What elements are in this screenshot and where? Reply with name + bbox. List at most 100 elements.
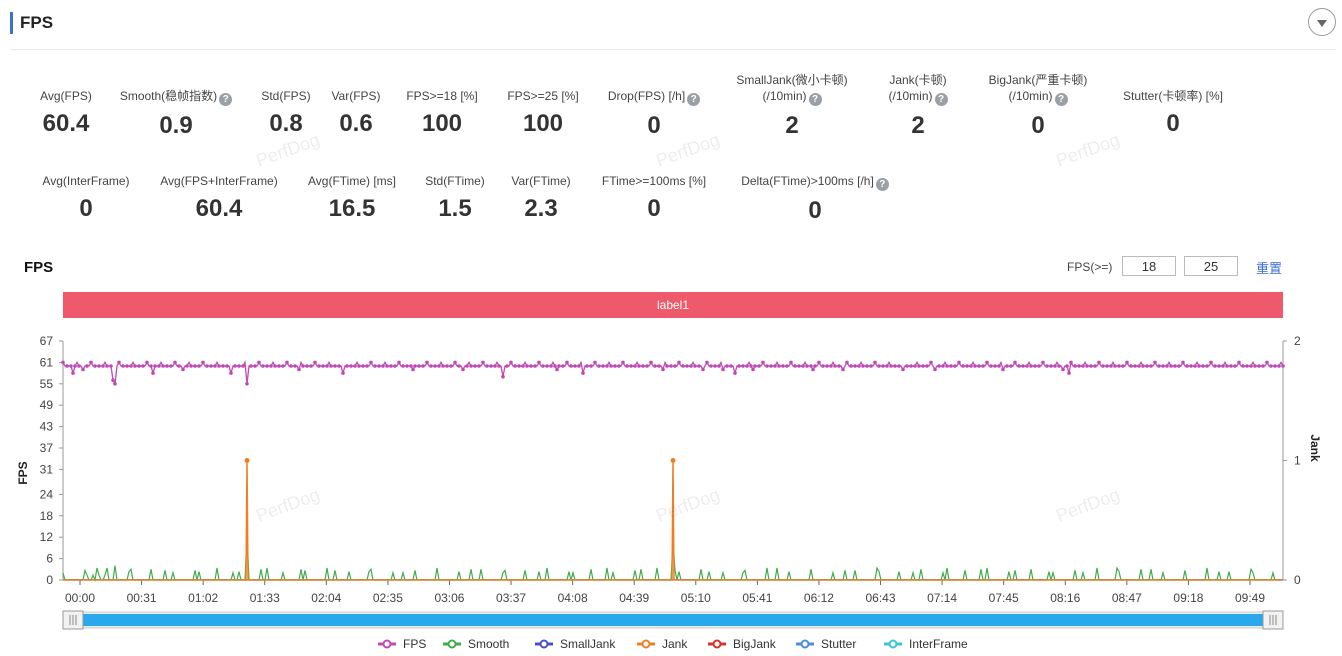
help-icon[interactable]: ? (219, 93, 233, 106)
metric-metrics_row2-1: Avg(FPS+InterFrame) 60.4 (144, 173, 294, 223)
metric-value: 0 (1031, 112, 1045, 139)
metric-label-text: Smooth(稳帧指数) (119, 89, 218, 103)
metric-metrics_row1-0: Avg(FPS) 60.4 (0, 88, 141, 138)
metric-value: 0.9 (159, 112, 193, 139)
legend-item-interframe[interactable]: InterFrame (884, 637, 968, 651)
metric-metrics_row2-3: Std(FTime) 1.5 (380, 173, 530, 223)
help-icon[interactable]: ? (687, 93, 701, 106)
x-tick-label: 01:33 (250, 591, 280, 605)
y-tick-label: 67 (40, 334, 54, 348)
series-fps-line (62, 360, 1284, 386)
metric-label: Stutter(卡顿率) [%] (1122, 89, 1223, 103)
jank-point (244, 458, 250, 463)
legend-label: BigJank (733, 637, 777, 651)
legend-label: FPS (403, 637, 426, 651)
metric-value: 100 (421, 110, 463, 137)
y-axis-label: FPS (16, 461, 30, 484)
metric-label: BigJank(严重卡顿) (988, 73, 1088, 87)
y-tick-label: 12 (40, 530, 54, 544)
metric-label: Delta(FTime)>100ms [/h]? (740, 173, 890, 191)
metric-label: Smooth(稳帧指数)? (101, 88, 251, 106)
label-bar[interactable]: label1 (63, 292, 1283, 318)
metric-label: Drop(FPS) [/h]? (579, 88, 729, 106)
metric-value: 0 (808, 197, 822, 224)
fps-threshold-label: FPS(>=) (1067, 260, 1113, 274)
metric-metrics_row2-2: Avg(FTime) [ms] 16.5 (277, 173, 427, 223)
y-tick-label: 49 (40, 398, 54, 412)
fps-threshold-high-input[interactable] (1184, 256, 1238, 276)
metric-metrics_row2-0: Avg(InterFrame) 0 (11, 173, 161, 223)
metric-label: Avg(FPS) (40, 89, 92, 103)
legend-label: Jank (662, 637, 688, 651)
legend-item-smooth[interactable]: Smooth (443, 637, 509, 651)
help-icon[interactable]: ? (808, 93, 822, 106)
x-tick-label: 03:37 (496, 591, 526, 605)
y-tick-label: 31 (40, 462, 54, 476)
series-jank-line (63, 460, 1283, 581)
y-tick-label: 18 (40, 509, 54, 523)
metric-value: 0.6 (339, 110, 373, 137)
reset-button[interactable]: 重置 (1256, 261, 1283, 276)
metric-unit-text: (/10min) (888, 89, 933, 103)
legend-marker (382, 639, 392, 649)
metric-label: Std(FPS) (261, 89, 311, 103)
y2-tick-label: 0 (1294, 573, 1301, 587)
metric-metrics_row2-6: Delta(FTime)>100ms [/h]? 0 (740, 173, 890, 225)
metric-metrics_row1-4: FPS>=18 [%] 100 (367, 88, 517, 138)
legend-item-jank[interactable]: Jank (637, 637, 688, 651)
metric-label: Std(FTime) (425, 174, 485, 188)
chart-title: FPS (24, 259, 54, 276)
x-tick-label: 06:43 (866, 591, 896, 605)
metric-metrics_row1-6: Drop(FPS) [/h]? 0 (579, 88, 729, 140)
zoom-handle-left[interactable] (62, 610, 84, 630)
x-tick-label: 07:45 (989, 591, 1019, 605)
help-icon[interactable]: ? (875, 178, 889, 191)
metric-label-text: Drop(FPS) [/h] (607, 89, 686, 103)
x-tick-label: 08:47 (1112, 591, 1142, 605)
y-tick-label: 24 (40, 487, 54, 501)
section-header: FPS (10, 8, 1336, 50)
metric-metrics_row2-5: FTime>=100ms [%] 0 (579, 173, 729, 223)
legend-item-smalljank[interactable]: SmallJank (535, 637, 616, 651)
metric-label: FPS>=18 [%] (406, 89, 478, 103)
metric-value: 0.8 (269, 110, 303, 137)
legend-item-stutter[interactable]: Stutter (796, 637, 856, 651)
metric-value: 100 (522, 110, 564, 137)
metric-label: SmallJank(微小卡顿) (736, 73, 848, 87)
legend-label: InterFrame (909, 637, 968, 651)
y2-axis-label: Jank (1308, 434, 1322, 462)
y-tick-label: 6 (46, 552, 53, 566)
legend-marker (800, 639, 810, 649)
jank-point (670, 458, 676, 463)
legend-marker (712, 639, 722, 649)
x-tick-label: 09:18 (1173, 591, 1203, 605)
legend-marker (539, 639, 549, 649)
x-tick-label: 02:35 (373, 591, 403, 605)
legend-marker (888, 639, 898, 649)
x-tick-label: 04:39 (619, 591, 649, 605)
help-icon[interactable]: ? (1054, 93, 1068, 106)
metric-label: Avg(FPS+InterFrame) (160, 174, 278, 188)
legend-label: SmallJank (560, 637, 616, 651)
metric-value: 2.3 (524, 195, 558, 222)
y-tick-label: 43 (40, 420, 54, 434)
y-tick-label: 61 (40, 355, 54, 369)
metric-value: 60.4 (42, 110, 90, 137)
x-tick-label: 00:00 (65, 591, 95, 605)
legend-marker (447, 639, 457, 649)
fps-threshold-low-input[interactable] (1122, 256, 1176, 276)
help-icon[interactable]: ? (934, 93, 948, 106)
collapse-toggle-button[interactable] (1308, 8, 1336, 36)
legend-item-fps[interactable]: FPS (378, 637, 426, 651)
zoom-range (80, 614, 1266, 626)
metric-metrics_row1-5: FPS>=25 [%] 100 (468, 88, 618, 138)
legend-item-bigjank[interactable]: BigJank (708, 637, 777, 651)
x-tick-label: 09:49 (1235, 591, 1265, 605)
x-tick-label: 06:12 (804, 591, 834, 605)
zoom-handle-right[interactable] (1262, 610, 1284, 630)
y-tick-label: 55 (40, 377, 54, 391)
metric-label: FPS>=25 [%] (507, 89, 579, 103)
y-tick-label: 37 (40, 441, 54, 455)
metric-value: 1.5 (438, 195, 472, 222)
